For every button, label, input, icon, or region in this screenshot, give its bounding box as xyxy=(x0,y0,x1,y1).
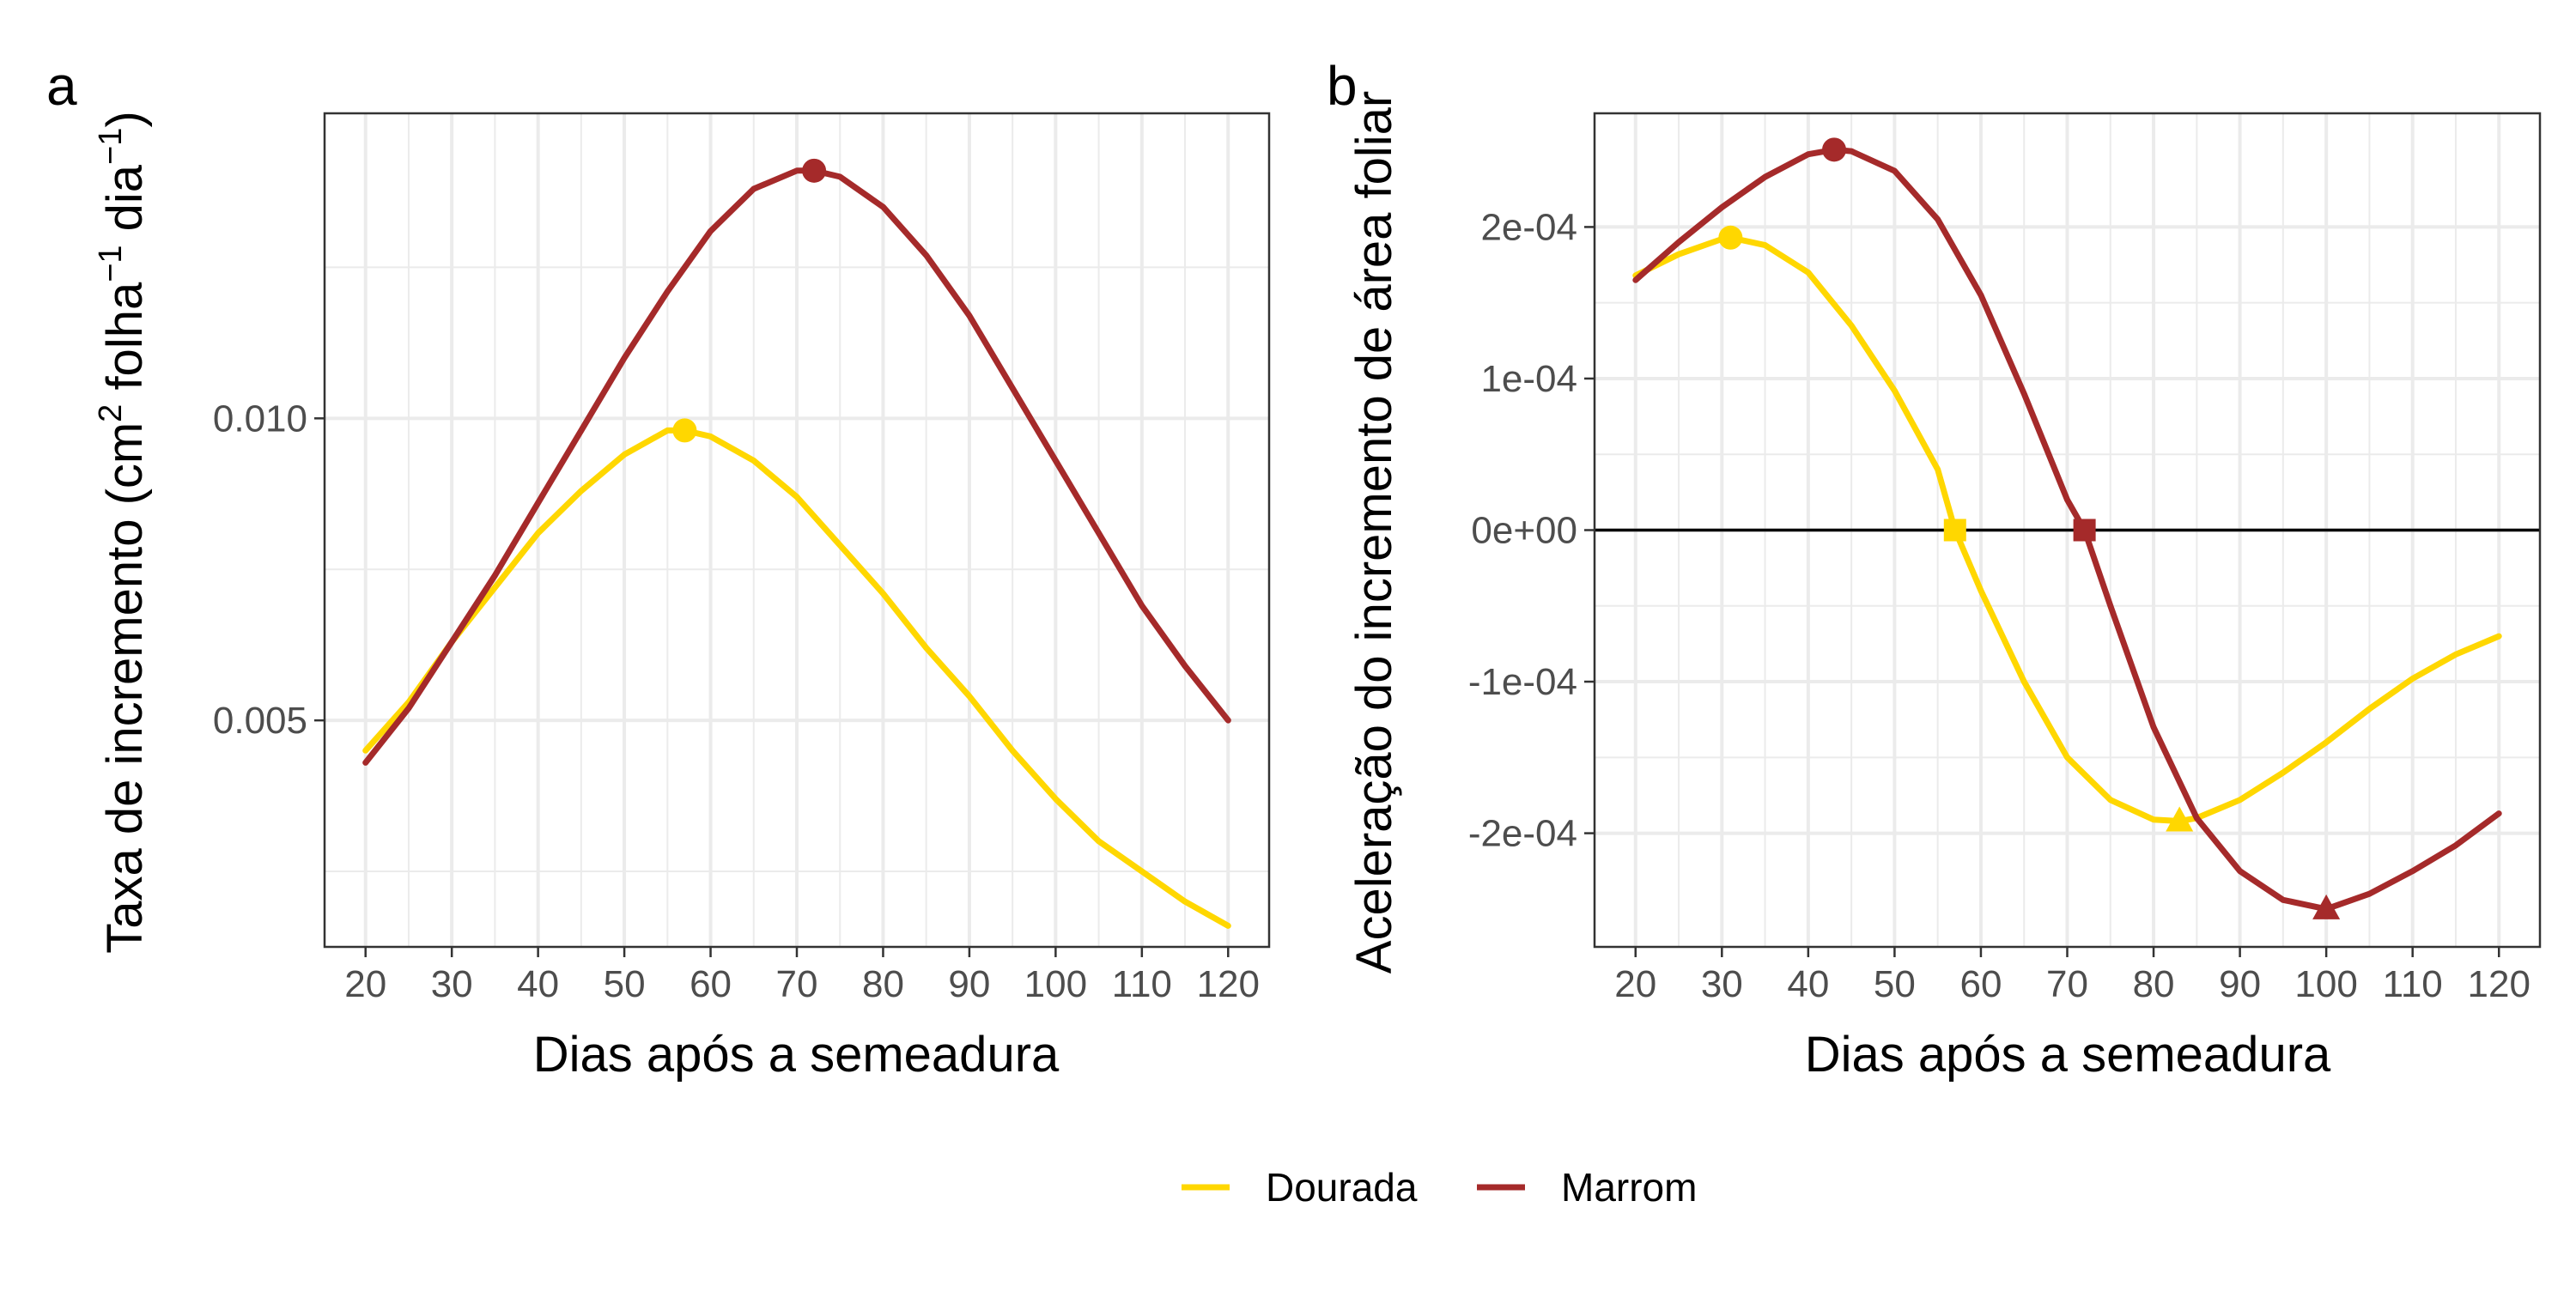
marker-square-marrom xyxy=(2073,519,2096,542)
x-tick-label: 80 xyxy=(2133,963,2175,1005)
panel-b-y-axis-title: Aceleração do incremento de área foliar xyxy=(1346,91,1402,974)
x-tick-label: 40 xyxy=(517,963,559,1005)
x-tick-label: 40 xyxy=(1787,963,1829,1005)
legend-label-marrom: Marrom xyxy=(1561,1165,1697,1210)
panel-a-gridlines xyxy=(325,113,1269,947)
x-tick-label: 60 xyxy=(1959,963,2002,1005)
ylabel-superscript-2: −1 xyxy=(93,245,129,282)
chart-panel-a: 20 30 40 50 60 70 80 90 100 110 120 0.005 0.010 Dia… xyxy=(93,111,1271,1083)
x-tick-label: 30 xyxy=(1701,963,1743,1005)
ylabel-part-4: ) xyxy=(97,111,153,127)
ylabel-superscript-1: 2 xyxy=(93,404,129,422)
y-tick-label: -1e-04 xyxy=(1468,661,1577,703)
panel-b-y-axis: -2e-04 -1e-04 0e+00 1e-04 2e-04 xyxy=(1468,206,1595,855)
marker-circle-dourada xyxy=(1718,225,1743,250)
marker-triangle-marrom xyxy=(2312,894,2341,919)
series-line-marrom xyxy=(1632,146,2502,913)
marker-triangle-dourada xyxy=(2166,806,2194,832)
x-tick-label: 70 xyxy=(776,963,818,1005)
x-tick-label: 100 xyxy=(1024,963,1087,1005)
marker-circle-dourada xyxy=(672,418,697,443)
y-tick-label: 0.010 xyxy=(213,397,307,440)
y-tick-label: 0.005 xyxy=(213,700,307,742)
panel-tag-b: b xyxy=(1327,55,1358,117)
series-line-dourada xyxy=(362,427,1231,929)
ylabel-part-1: Taxa de incremento (cm xyxy=(97,422,153,954)
panel-b-x-axis-title: Dias após a semeadura xyxy=(1805,1027,2331,1083)
panel-tag-a: a xyxy=(46,55,77,117)
y-tick-label: 2e-04 xyxy=(1480,206,1577,248)
panel-a-y-axis: 0.005 0.010 xyxy=(213,397,325,742)
marker-square-dourada xyxy=(1943,519,1966,542)
ylabel-part-2: folha xyxy=(97,282,153,404)
legend: Dourada Marrom xyxy=(1182,1165,1697,1210)
y-tick-label: 0e+00 xyxy=(1471,510,1577,552)
x-tick-label: 110 xyxy=(1112,963,1172,1005)
panel-b-series xyxy=(1632,137,2502,919)
x-tick-label: 50 xyxy=(604,963,646,1005)
panel-a-x-axis: 20 30 40 50 60 70 80 90 100 110 120 xyxy=(344,947,1260,1005)
x-tick-label: 120 xyxy=(1197,963,1260,1005)
ylabel-superscript-3: −1 xyxy=(93,128,129,165)
x-tick-label: 110 xyxy=(2383,963,2443,1005)
series-line-dourada xyxy=(1632,234,2502,824)
x-tick-label: 70 xyxy=(2046,963,2088,1005)
panel-a-x-axis-title: Dias após a semeadura xyxy=(533,1027,1060,1083)
chart-panel-b: 20 30 40 50 60 70 80 90 100 110 120 -2e-04 -1e-04 0e… xyxy=(1346,91,2542,1083)
x-tick-label: 80 xyxy=(862,963,904,1005)
x-tick-label: 20 xyxy=(344,963,386,1005)
y-tick-label: 1e-04 xyxy=(1480,358,1577,400)
x-tick-label: 20 xyxy=(1614,963,1656,1005)
x-tick-label: 30 xyxy=(431,963,473,1005)
x-tick-label: 90 xyxy=(2219,963,2261,1005)
ylabel-part-3: dia xyxy=(97,164,153,245)
x-tick-label: 100 xyxy=(2294,963,2357,1005)
marker-circle-marrom xyxy=(802,158,827,183)
panel-b-x-axis: 20 30 40 50 60 70 80 90 100 110 120 xyxy=(1614,947,2530,1005)
y-tick-label: -2e-04 xyxy=(1468,813,1577,855)
x-tick-label: 90 xyxy=(948,963,990,1005)
panel-a-y-axis-title: Taxa de incremento (cm2 folha−1 dia−1) xyxy=(93,111,153,953)
panel-a-series xyxy=(362,158,1231,929)
x-tick-label: 60 xyxy=(690,963,732,1005)
legend-label-dourada: Dourada xyxy=(1266,1165,1418,1210)
x-tick-label: 120 xyxy=(2468,963,2530,1005)
marker-circle-marrom xyxy=(1822,137,1847,162)
x-tick-label: 50 xyxy=(1874,963,1916,1005)
